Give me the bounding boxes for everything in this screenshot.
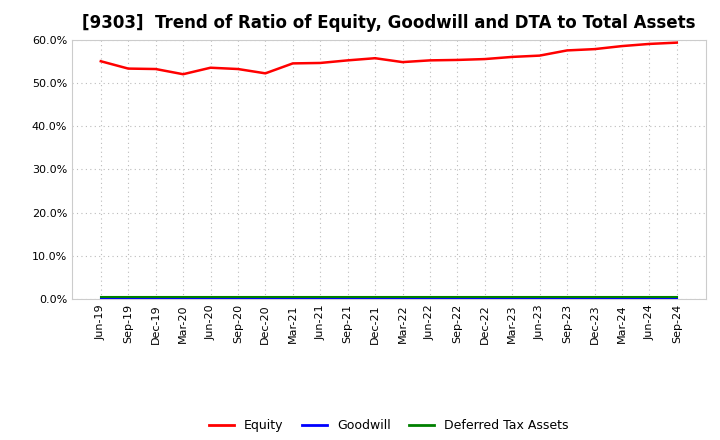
Goodwill bbox=[426, 297, 434, 302]
Equity bbox=[453, 57, 462, 62]
Goodwill bbox=[536, 297, 544, 302]
Deferred Tax Assets bbox=[508, 294, 516, 300]
Goodwill bbox=[261, 297, 270, 302]
Deferred Tax Assets bbox=[206, 294, 215, 300]
Goodwill bbox=[371, 297, 379, 302]
Equity bbox=[426, 58, 434, 63]
Deferred Tax Assets bbox=[289, 294, 297, 300]
Equity bbox=[371, 55, 379, 61]
Deferred Tax Assets bbox=[536, 294, 544, 300]
Deferred Tax Assets bbox=[672, 294, 681, 300]
Deferred Tax Assets bbox=[563, 294, 572, 300]
Deferred Tax Assets bbox=[480, 294, 489, 300]
Goodwill bbox=[398, 297, 407, 302]
Goodwill bbox=[96, 297, 105, 302]
Goodwill bbox=[563, 297, 572, 302]
Goodwill bbox=[590, 297, 599, 302]
Goodwill bbox=[233, 297, 242, 302]
Deferred Tax Assets bbox=[179, 294, 187, 300]
Goodwill bbox=[672, 297, 681, 302]
Deferred Tax Assets bbox=[618, 294, 626, 300]
Equity bbox=[508, 54, 516, 59]
Equity bbox=[151, 66, 160, 72]
Deferred Tax Assets bbox=[316, 294, 325, 300]
Goodwill bbox=[289, 297, 297, 302]
Deferred Tax Assets bbox=[371, 294, 379, 300]
Goodwill bbox=[151, 297, 160, 302]
Deferred Tax Assets bbox=[426, 294, 434, 300]
Equity bbox=[124, 66, 132, 71]
Equity bbox=[233, 66, 242, 72]
Legend: Equity, Goodwill, Deferred Tax Assets: Equity, Goodwill, Deferred Tax Assets bbox=[204, 414, 574, 437]
Goodwill bbox=[480, 297, 489, 302]
Equity bbox=[480, 56, 489, 62]
Equity bbox=[206, 65, 215, 70]
Goodwill bbox=[645, 297, 654, 302]
Goodwill bbox=[206, 297, 215, 302]
Equity bbox=[398, 59, 407, 65]
Equity bbox=[179, 72, 187, 77]
Deferred Tax Assets bbox=[124, 294, 132, 300]
Line: Equity: Equity bbox=[101, 43, 677, 74]
Equity bbox=[96, 59, 105, 64]
Equity bbox=[536, 53, 544, 58]
Goodwill bbox=[316, 297, 325, 302]
Deferred Tax Assets bbox=[590, 294, 599, 300]
Equity bbox=[618, 44, 626, 49]
Deferred Tax Assets bbox=[261, 294, 270, 300]
Equity bbox=[563, 48, 572, 53]
Equity bbox=[645, 41, 654, 47]
Deferred Tax Assets bbox=[645, 294, 654, 300]
Deferred Tax Assets bbox=[233, 294, 242, 300]
Equity bbox=[590, 47, 599, 52]
Title: [9303]  Trend of Ratio of Equity, Goodwill and DTA to Total Assets: [9303] Trend of Ratio of Equity, Goodwil… bbox=[82, 15, 696, 33]
Deferred Tax Assets bbox=[96, 294, 105, 300]
Equity bbox=[316, 60, 325, 66]
Equity bbox=[672, 40, 681, 45]
Deferred Tax Assets bbox=[343, 294, 352, 300]
Goodwill bbox=[124, 297, 132, 302]
Equity bbox=[261, 71, 270, 76]
Goodwill bbox=[343, 297, 352, 302]
Deferred Tax Assets bbox=[453, 294, 462, 300]
Deferred Tax Assets bbox=[398, 294, 407, 300]
Goodwill bbox=[453, 297, 462, 302]
Goodwill bbox=[179, 297, 187, 302]
Goodwill bbox=[508, 297, 516, 302]
Goodwill bbox=[618, 297, 626, 302]
Equity bbox=[343, 58, 352, 63]
Equity bbox=[289, 61, 297, 66]
Deferred Tax Assets bbox=[151, 294, 160, 300]
